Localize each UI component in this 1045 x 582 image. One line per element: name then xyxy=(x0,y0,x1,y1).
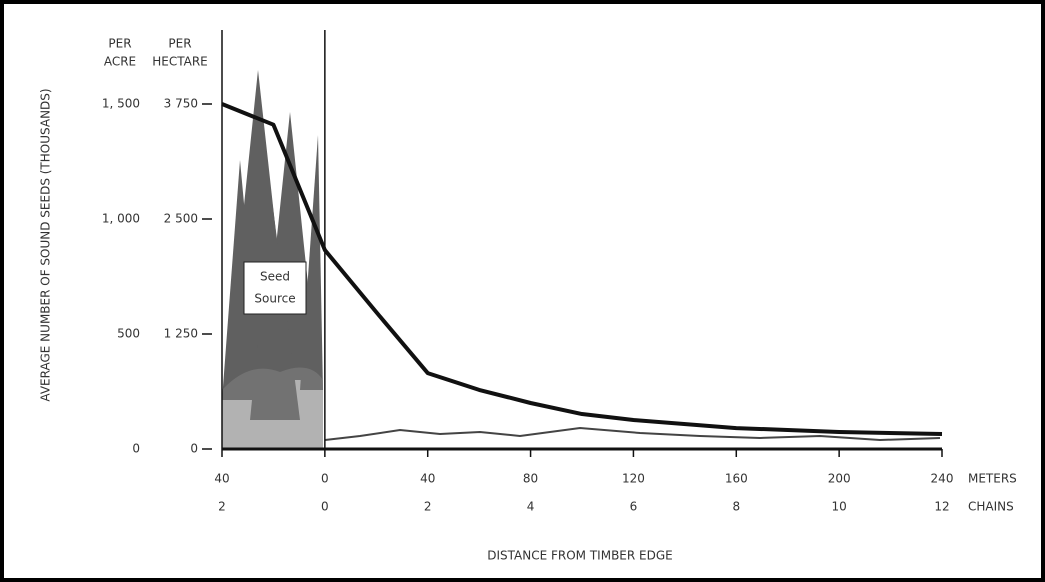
y-tick-label: 500 xyxy=(117,327,140,341)
annotation: Source xyxy=(254,292,295,306)
x2-tick-label: 10 xyxy=(832,500,847,514)
y2-tick-label: 1 250 xyxy=(164,327,198,341)
x-tick-label: 160 xyxy=(725,472,748,486)
y2-tick-label: 0 xyxy=(190,442,198,456)
x2-tick-label: 4 xyxy=(527,500,535,514)
x2-tick-label: 12 xyxy=(934,500,949,514)
y-tick-label: 1, 000 xyxy=(102,212,140,226)
x-unit: METERS xyxy=(968,472,1017,486)
x-tick-label: 40 xyxy=(420,472,435,486)
data-line xyxy=(221,102,943,437)
x-tick-label: 120 xyxy=(622,472,645,486)
x2-tick-label: 2 xyxy=(424,500,432,514)
y-unit-left: ACRE xyxy=(104,55,136,69)
y-unit-right: HECTARE xyxy=(152,55,208,69)
y-tick-label: 0 xyxy=(132,442,140,456)
x2-unit: CHAINS xyxy=(968,500,1014,514)
x-tick-label: 240 xyxy=(931,472,954,486)
x-tick-label: 40 xyxy=(214,472,229,486)
x-tick-label: 0 xyxy=(321,472,329,486)
annotation: Seed xyxy=(260,270,290,284)
x2-tick-label: 8 xyxy=(732,500,740,514)
y2-tick-label: 2 500 xyxy=(164,212,198,226)
x-tick-label: 80 xyxy=(523,472,538,486)
y-unit-left: PER xyxy=(108,37,131,51)
x2-tick-label: 2 xyxy=(218,500,226,514)
y-unit-right: PER xyxy=(168,37,191,51)
annotation-box xyxy=(243,261,307,315)
y-axis-title: AVERAGE NUMBER OF SOUND SEEDS (THOUSANDS… xyxy=(39,88,53,401)
y-tick-label: 1, 500 xyxy=(102,97,140,111)
x-tick-label: 200 xyxy=(828,472,851,486)
ground-debris xyxy=(324,426,941,442)
x-axis-title: DISTANCE FROM TIMBER EDGE xyxy=(487,549,673,563)
y2-tick-label: 3 750 xyxy=(164,97,198,111)
x2-tick-label: 0 xyxy=(321,500,329,514)
x2-tick-label: 6 xyxy=(630,500,638,514)
